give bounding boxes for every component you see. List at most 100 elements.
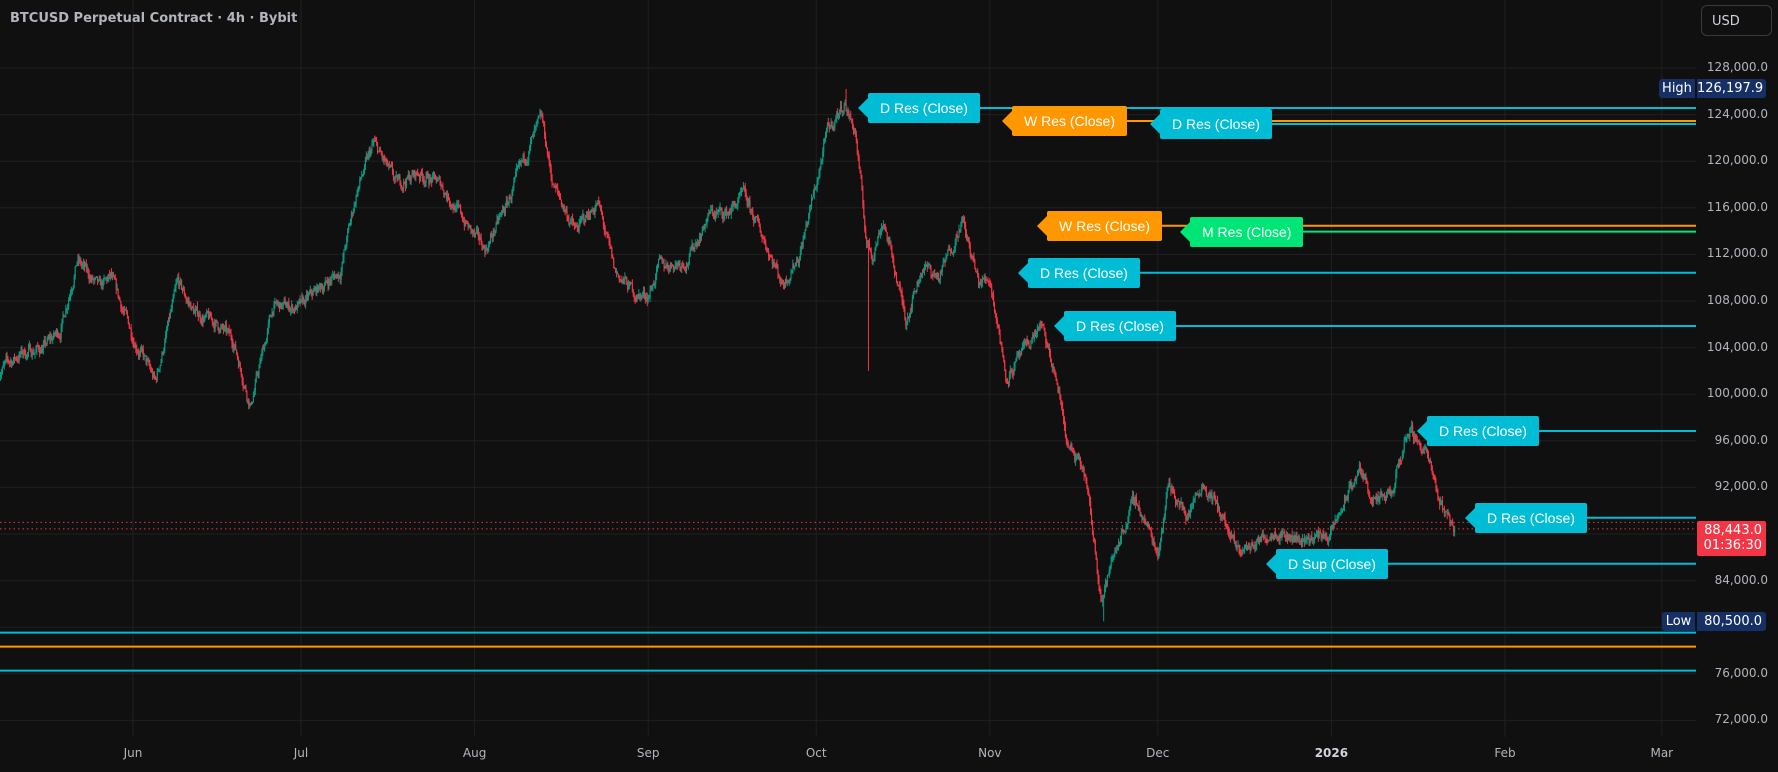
- candle: [265, 337, 268, 345]
- candle: [402, 187, 404, 194]
- candle-body: [1176, 500, 1178, 504]
- level-label-d-res[interactable]: D Res (Close): [1150, 109, 1272, 140]
- candle: [585, 214, 587, 223]
- candle-body: [477, 229, 479, 236]
- candle: [428, 173, 430, 189]
- candle: [619, 278, 621, 282]
- candle-body: [1201, 487, 1203, 495]
- candle: [638, 289, 640, 300]
- candle-body: [1381, 492, 1383, 496]
- candle: [397, 174, 399, 181]
- candle: [816, 177, 818, 193]
- level-label-m-res[interactable]: M Res (Close): [1179, 216, 1304, 247]
- candle-body: [335, 276, 337, 279]
- level-label-d-sup[interactable]: D Sup (Close): [1266, 548, 1388, 579]
- candle: [1071, 442, 1073, 453]
- level-label-d-res[interactable]: D Res (Close): [1417, 416, 1539, 446]
- currency-button[interactable]: USD: [1701, 5, 1772, 36]
- candle: [507, 201, 509, 206]
- candle: [331, 273, 333, 286]
- level-label-d-res[interactable]: D Res (Close): [1018, 257, 1140, 288]
- candle-body: [866, 237, 868, 244]
- candle: [13, 353, 16, 364]
- candle: [1035, 330, 1038, 339]
- candle-body: [1288, 534, 1290, 540]
- level-label-d-res[interactable]: D Res (Close): [858, 92, 980, 123]
- candle-body: [1352, 485, 1354, 487]
- candle: [1173, 486, 1175, 494]
- level-label-w-res[interactable]: W Res (Close): [1001, 106, 1128, 136]
- candle-body: [431, 177, 433, 182]
- candle-body: [519, 161, 521, 163]
- candle-body: [1430, 461, 1432, 467]
- candle-body: [1130, 501, 1132, 507]
- candle-body: [172, 295, 174, 303]
- candle: [651, 285, 653, 291]
- candle: [1214, 491, 1216, 501]
- candle-body: [500, 213, 502, 216]
- candle: [398, 173, 400, 180]
- candle: [365, 151, 367, 163]
- candle: [1363, 473, 1365, 480]
- candle-body: [1166, 487, 1168, 498]
- level-label-d-res[interactable]: D Res (Close): [1465, 502, 1587, 533]
- candle: [1076, 453, 1078, 461]
- candle: [326, 276, 328, 285]
- candle: [1402, 449, 1404, 459]
- candle-body: [190, 303, 192, 310]
- candle-body: [19, 353, 21, 355]
- candle-body: [158, 369, 160, 371]
- candle: [1414, 433, 1416, 443]
- candle-body: [811, 197, 814, 199]
- candle: [189, 301, 191, 307]
- candle: [745, 189, 747, 201]
- candle-body: [1076, 455, 1078, 458]
- candle: [851, 118, 853, 124]
- level-label-w-res[interactable]: W Res (Close): [1036, 210, 1163, 241]
- candle: [711, 205, 713, 212]
- candle-body: [761, 236, 763, 238]
- candle-body: [155, 378, 157, 380]
- candle-body: [800, 245, 802, 252]
- candle: [1104, 584, 1106, 599]
- candle: [415, 171, 417, 182]
- candle: [384, 155, 386, 162]
- candle: [588, 210, 590, 221]
- candle: [1400, 460, 1402, 465]
- candle: [862, 185, 864, 209]
- candle: [1247, 542, 1249, 550]
- candle-body: [1429, 461, 1431, 463]
- candle-body: [836, 112, 838, 119]
- candle-body: [970, 253, 972, 257]
- candle: [1142, 515, 1144, 521]
- candle: [1056, 378, 1058, 385]
- candle-body: [1435, 482, 1437, 489]
- candle-body: [886, 232, 888, 241]
- candle: [1394, 482, 1396, 494]
- candle: [108, 273, 110, 283]
- candle: [796, 256, 798, 267]
- candle-body: [1355, 479, 1357, 481]
- candle: [78, 253, 80, 267]
- candle: [878, 229, 880, 238]
- candle-body: [586, 215, 588, 217]
- candle: [700, 233, 702, 242]
- candle-body: [188, 301, 190, 304]
- candle: [718, 206, 720, 213]
- candle-body: [848, 111, 850, 118]
- candle: [764, 235, 766, 245]
- candle-body: [923, 270, 925, 272]
- candle: [1393, 487, 1395, 497]
- candle: [848, 109, 850, 120]
- candle-body: [1382, 494, 1384, 496]
- candle: [947, 248, 949, 256]
- candle: [1219, 512, 1221, 521]
- candle-body: [873, 256, 875, 260]
- candle-body: [864, 218, 866, 229]
- candle-body: [151, 371, 153, 373]
- level-label-d-res[interactable]: D Res (Close): [1054, 311, 1176, 342]
- candle: [1001, 341, 1003, 353]
- candle-body: [258, 368, 260, 375]
- candle-body: [1348, 485, 1350, 492]
